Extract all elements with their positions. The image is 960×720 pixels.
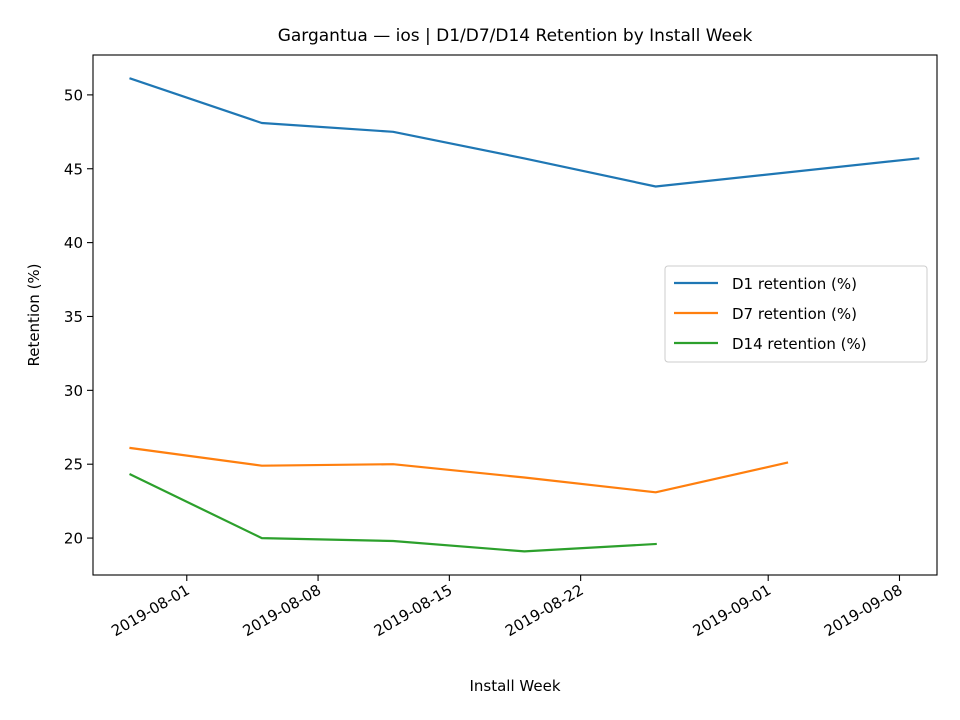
y-tick-label: 50: [64, 86, 83, 104]
x-axis-label: Install Week: [469, 677, 560, 695]
plot-frame: [92, 54, 938, 576]
y-tick-label: 40: [64, 234, 83, 252]
y-tick-label: 30: [64, 382, 83, 400]
y-axis-label: Retention (%): [25, 263, 43, 366]
series-line-2: [129, 446, 789, 494]
y-axis: 20 25 30 35 40 45 50: [64, 86, 93, 548]
series-layer: [129, 77, 920, 553]
series-line-3: [129, 473, 657, 553]
legend-label: D1 retention (%): [732, 275, 857, 293]
legend-box: [664, 265, 928, 363]
y-tick-label: 35: [64, 308, 83, 326]
y-tick-label: 25: [64, 456, 83, 474]
series-line-1: [129, 77, 920, 188]
legend: D1 retention (%) D7 retention (%) D14 rete…: [664, 265, 928, 363]
y-tick-label: 20: [64, 530, 83, 548]
legend-label: D7 retention (%): [732, 305, 857, 323]
chart-title: Gargantua — ios | D1/D7/D14 Retention by…: [278, 26, 753, 46]
legend-label: D14 retention (%): [732, 335, 867, 353]
y-tick-label: 45: [64, 160, 83, 178]
